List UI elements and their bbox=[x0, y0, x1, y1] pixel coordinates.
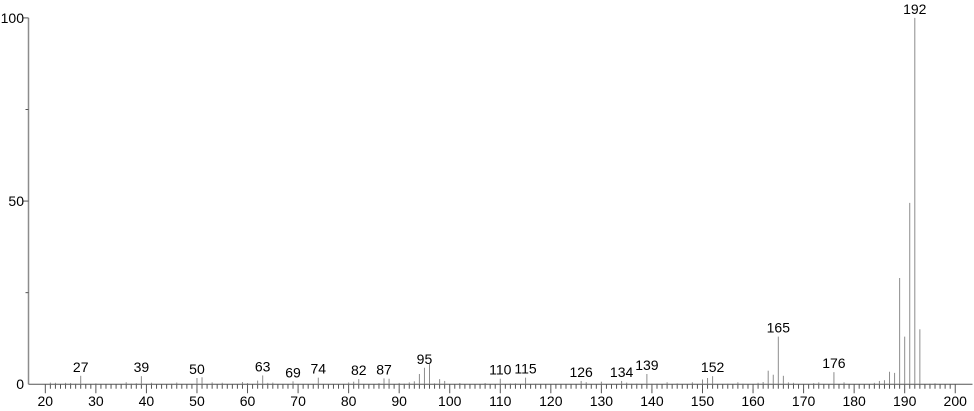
svg-text:50: 50 bbox=[189, 393, 205, 406]
svg-text:69: 69 bbox=[285, 364, 301, 380]
svg-text:140: 140 bbox=[640, 393, 664, 406]
svg-text:20: 20 bbox=[38, 393, 54, 406]
svg-text:60: 60 bbox=[240, 393, 256, 406]
svg-text:110: 110 bbox=[489, 393, 512, 406]
svg-text:40: 40 bbox=[139, 393, 155, 406]
svg-text:50: 50 bbox=[8, 193, 24, 209]
svg-text:95: 95 bbox=[417, 351, 433, 367]
svg-text:160: 160 bbox=[741, 393, 765, 406]
svg-text:120: 120 bbox=[539, 393, 563, 406]
svg-text:115: 115 bbox=[514, 361, 537, 377]
svg-text:152: 152 bbox=[701, 359, 725, 375]
svg-text:190: 190 bbox=[893, 393, 917, 406]
svg-text:180: 180 bbox=[842, 393, 866, 406]
svg-text:74: 74 bbox=[311, 361, 327, 377]
svg-text:63: 63 bbox=[255, 358, 271, 374]
svg-text:176: 176 bbox=[822, 355, 846, 371]
svg-text:80: 80 bbox=[341, 393, 357, 406]
svg-text:100: 100 bbox=[1, 10, 25, 26]
svg-text:134: 134 bbox=[610, 364, 634, 380]
svg-text:165: 165 bbox=[767, 320, 791, 336]
svg-text:82: 82 bbox=[351, 362, 367, 378]
svg-text:150: 150 bbox=[691, 393, 715, 406]
svg-text:70: 70 bbox=[290, 393, 306, 406]
svg-text:130: 130 bbox=[590, 393, 614, 406]
svg-text:126: 126 bbox=[569, 364, 593, 380]
svg-text:139: 139 bbox=[635, 357, 659, 373]
svg-text:192: 192 bbox=[903, 1, 927, 17]
svg-text:110: 110 bbox=[489, 362, 512, 378]
svg-text:100: 100 bbox=[438, 393, 462, 406]
svg-text:50: 50 bbox=[189, 361, 205, 377]
svg-text:39: 39 bbox=[134, 359, 150, 375]
svg-text:27: 27 bbox=[73, 359, 89, 375]
svg-text:200: 200 bbox=[944, 393, 968, 406]
svg-text:170: 170 bbox=[792, 393, 816, 406]
svg-text:87: 87 bbox=[376, 361, 392, 377]
svg-text:0: 0 bbox=[16, 376, 24, 392]
svg-text:90: 90 bbox=[391, 393, 407, 406]
svg-text:30: 30 bbox=[88, 393, 104, 406]
